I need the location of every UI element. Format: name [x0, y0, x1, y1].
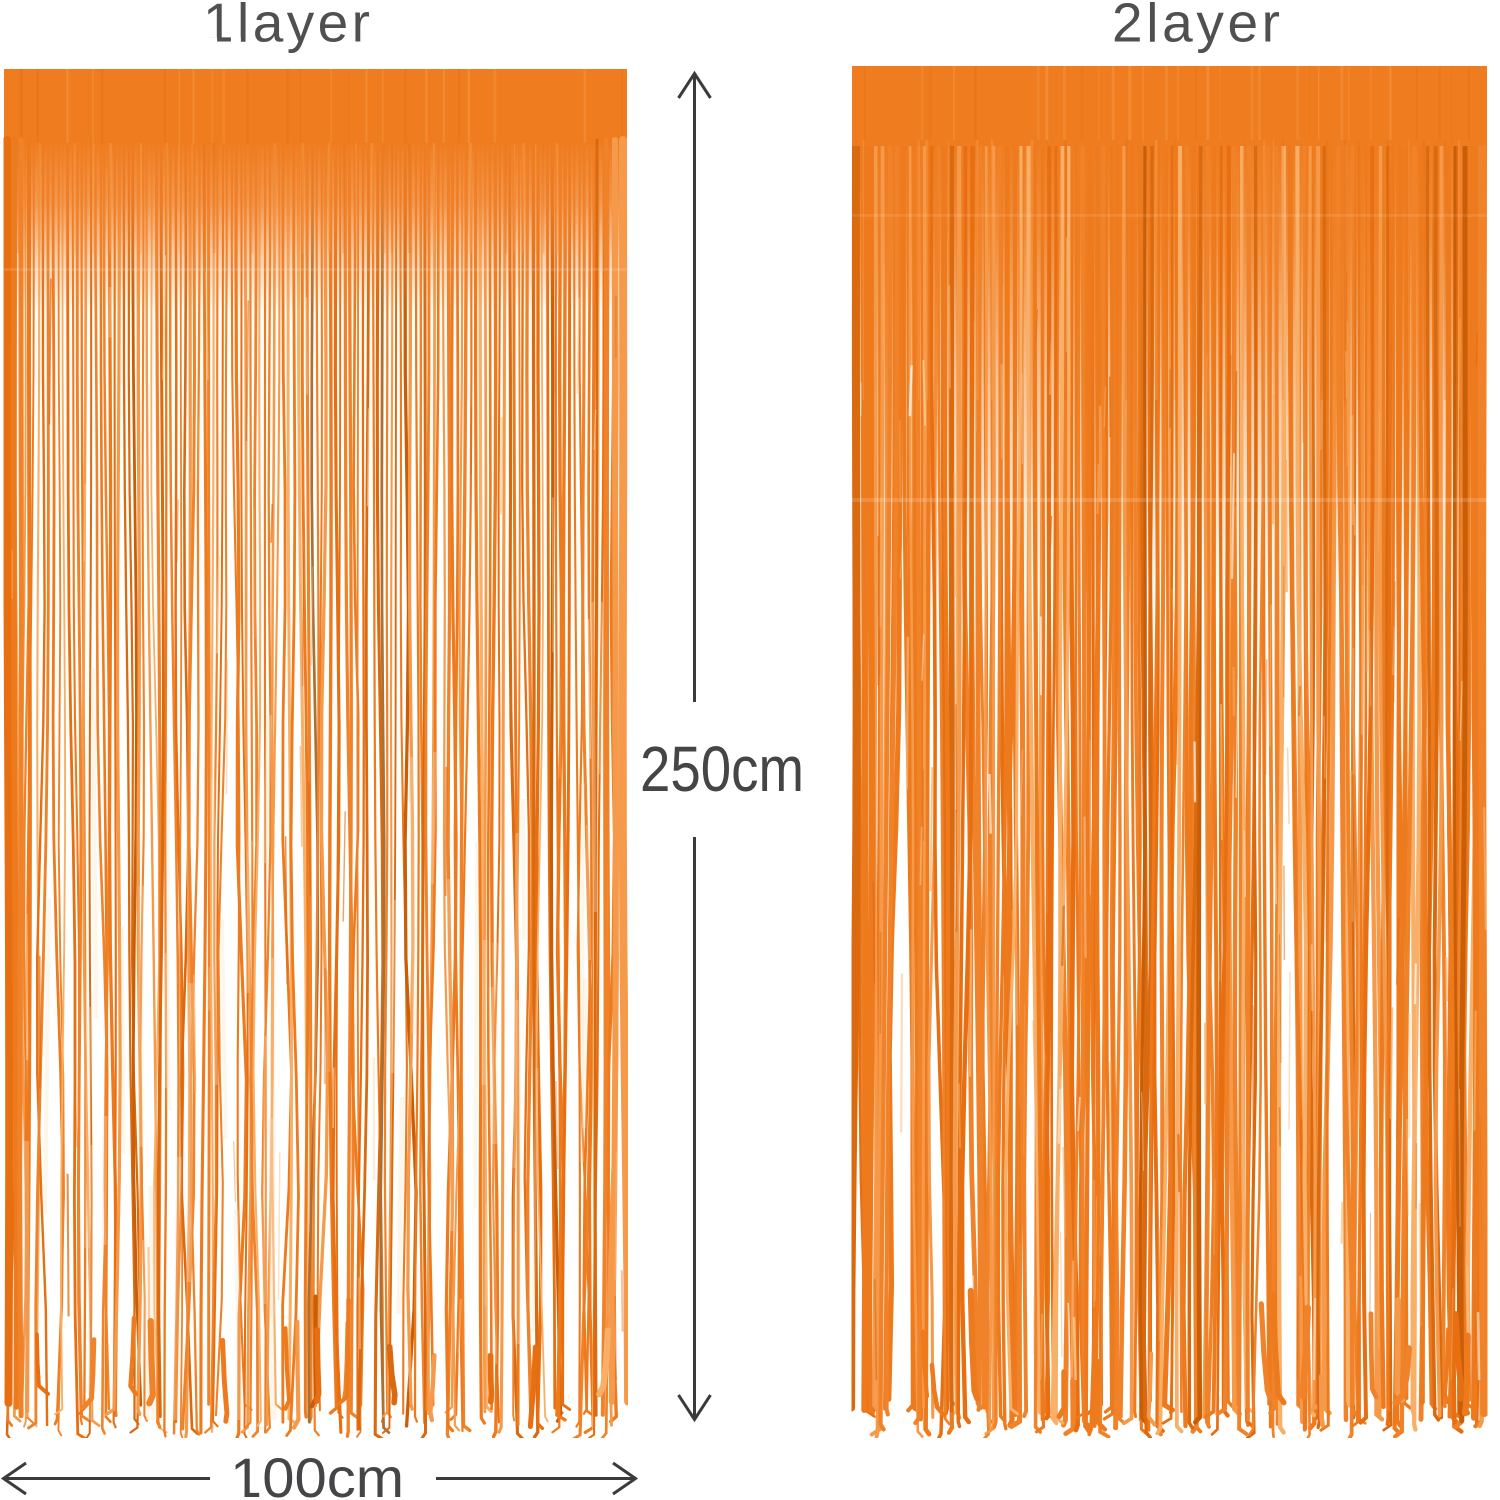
svg-text:2layer: 2layer	[1112, 0, 1280, 54]
svg-text:1layer: 1layer	[203, 0, 370, 54]
svg-text:100cm: 100cm	[230, 1446, 404, 1500]
svg-text:250cm: 250cm	[640, 733, 804, 805]
